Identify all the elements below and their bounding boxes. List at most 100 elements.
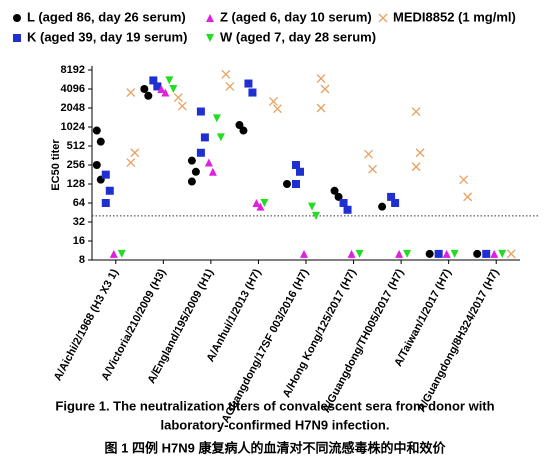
data-point [425, 249, 434, 258]
caption: 图 1 四例 H7N9 康复病人的血清对不同流感毒株的中和效价 [105, 440, 447, 455]
x-tick-label: A/Guangdong/8H324/2017 (H7) [416, 267, 502, 414]
data-point [248, 88, 257, 97]
data-point [442, 249, 451, 258]
data-point [320, 84, 330, 94]
data-point [165, 76, 174, 85]
data-point [316, 103, 326, 113]
data-point [101, 170, 110, 179]
data-point [368, 164, 378, 174]
y-tick-label: 32 [73, 216, 85, 228]
x-tick-label: A/Guangdong/TH005/2017 (H7) [320, 267, 406, 415]
data-point [153, 82, 162, 91]
data-point [403, 249, 412, 258]
legend-label: W (aged 7, day 28 serum) [220, 29, 376, 44]
data-point [387, 192, 396, 201]
data-point [196, 148, 205, 157]
data-point [252, 199, 261, 207]
legend-marker [206, 34, 214, 42]
data-point [482, 249, 491, 258]
data-point [96, 137, 105, 146]
data-point [161, 88, 170, 97]
legend-marker [206, 14, 214, 22]
y-tick-label: 512 [67, 140, 85, 152]
data-point [498, 249, 507, 258]
y-tick-label: 128 [67, 178, 85, 190]
data-point [292, 161, 300, 169]
data-point [235, 121, 244, 130]
data-point [244, 79, 253, 88]
data-point [391, 199, 400, 207]
data-point [140, 85, 149, 93]
caption: Figure 1. The neutralization titers of c… [55, 398, 494, 413]
data-point [296, 167, 304, 176]
data-point [347, 249, 356, 258]
data-point [239, 126, 248, 135]
data-point [101, 199, 110, 207]
data-point [316, 74, 326, 83]
data-point [187, 177, 196, 186]
data-point [292, 180, 300, 188]
data-point [459, 175, 469, 185]
data-point [378, 202, 387, 211]
data-point [109, 249, 118, 258]
data-point [308, 202, 316, 211]
data-point [173, 93, 183, 102]
data-point [196, 107, 205, 116]
data-point [268, 96, 278, 106]
data-point [92, 161, 101, 169]
y-tick-label: 8 [79, 254, 85, 266]
data-point [191, 167, 200, 176]
data-point [463, 192, 473, 202]
y-tick-label: 256 [67, 159, 85, 171]
data-point [395, 249, 404, 258]
data-point [506, 249, 516, 259]
y-tick-label: 8192 [61, 64, 85, 76]
data-point [450, 249, 459, 258]
x-tick-label: A/Anhui/1/2013 (H7) [205, 267, 264, 364]
legend-label: L (aged 86, day 26 serum) [27, 9, 186, 24]
y-tick-label: 64 [73, 197, 86, 209]
data-point [415, 148, 425, 158]
data-point [221, 69, 231, 79]
data-point [411, 162, 421, 172]
data-point [260, 199, 269, 207]
y-tick-label: 2048 [61, 102, 85, 114]
data-point [334, 192, 343, 201]
data-point [117, 249, 126, 258]
y-tick-label: 16 [73, 235, 85, 247]
y-tick-label: 4096 [61, 83, 85, 95]
data-point [434, 249, 443, 258]
legend-label: Z (aged 6, day 10 serum) [220, 9, 372, 24]
data-point [105, 186, 114, 195]
data-point [208, 167, 217, 176]
legend-label: K (aged 39, day 19 serum) [27, 29, 187, 44]
data-point [144, 91, 153, 100]
legend-marker [13, 14, 21, 22]
y-tick-label: 1024 [61, 121, 86, 133]
data-point [473, 249, 482, 258]
data-point [126, 88, 136, 97]
y-axis-label: EC50 titer [50, 139, 62, 191]
data-point [283, 180, 291, 188]
data-point [169, 85, 178, 93]
data-point [177, 101, 187, 111]
data-point [149, 76, 158, 85]
data-point [212, 114, 221, 123]
data-point [343, 205, 352, 214]
caption: laboratory-confirmed H7N9 infection. [161, 417, 390, 432]
data-point [130, 148, 140, 158]
data-point [204, 158, 213, 167]
data-point [355, 249, 364, 258]
data-point [92, 126, 101, 135]
legend-label: MEDI8852 (1 mg/ml) [393, 9, 516, 24]
data-point [225, 81, 235, 91]
data-point [256, 202, 265, 211]
data-point [364, 149, 374, 159]
data-point [490, 249, 499, 258]
data-point [126, 158, 136, 168]
data-point [312, 211, 320, 220]
legend-marker [13, 34, 21, 42]
data-point [339, 199, 348, 207]
legend-marker [378, 13, 388, 23]
